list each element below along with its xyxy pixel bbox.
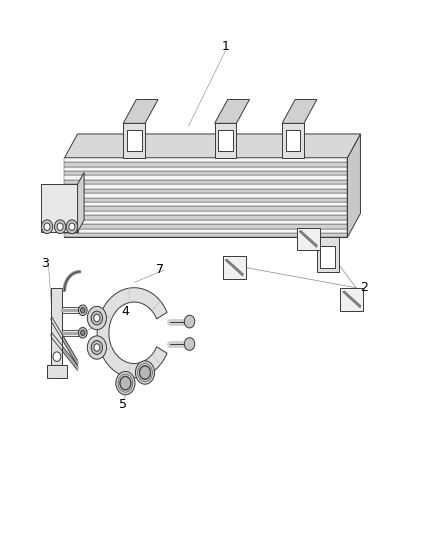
- Circle shape: [116, 372, 135, 395]
- Bar: [340, 288, 363, 311]
- Circle shape: [120, 376, 131, 390]
- Circle shape: [69, 223, 75, 230]
- Circle shape: [81, 330, 85, 335]
- Polygon shape: [64, 229, 347, 233]
- Circle shape: [139, 366, 151, 379]
- Polygon shape: [64, 189, 347, 193]
- Text: 7: 7: [156, 263, 164, 276]
- Circle shape: [91, 341, 102, 354]
- Circle shape: [184, 337, 195, 350]
- Polygon shape: [64, 134, 360, 158]
- Polygon shape: [64, 224, 347, 229]
- Polygon shape: [64, 158, 347, 237]
- Text: 4: 4: [121, 305, 129, 318]
- Polygon shape: [347, 134, 360, 237]
- Polygon shape: [64, 233, 347, 237]
- Polygon shape: [64, 206, 347, 211]
- Polygon shape: [64, 198, 347, 202]
- Polygon shape: [41, 184, 78, 232]
- Text: 1: 1: [222, 40, 230, 53]
- Circle shape: [94, 344, 100, 351]
- Polygon shape: [64, 202, 347, 206]
- Polygon shape: [64, 220, 347, 224]
- Circle shape: [78, 305, 87, 316]
- Text: 5: 5: [119, 398, 127, 411]
- Text: 2: 2: [360, 281, 368, 294]
- Polygon shape: [64, 167, 347, 171]
- Circle shape: [53, 352, 61, 361]
- Polygon shape: [215, 100, 250, 123]
- Circle shape: [42, 220, 53, 233]
- Polygon shape: [123, 100, 158, 123]
- Polygon shape: [282, 123, 304, 158]
- Circle shape: [57, 223, 63, 230]
- Polygon shape: [78, 172, 84, 232]
- Polygon shape: [225, 259, 244, 276]
- Text: 3: 3: [41, 257, 49, 270]
- Circle shape: [184, 315, 195, 328]
- Polygon shape: [51, 288, 62, 378]
- Polygon shape: [64, 211, 347, 215]
- Polygon shape: [64, 162, 347, 167]
- Circle shape: [87, 336, 106, 359]
- Bar: [321, 246, 335, 268]
- Polygon shape: [123, 123, 145, 158]
- Polygon shape: [299, 230, 318, 247]
- Bar: [297, 228, 320, 250]
- Circle shape: [54, 220, 66, 233]
- Polygon shape: [64, 184, 347, 189]
- Polygon shape: [282, 100, 317, 123]
- Polygon shape: [64, 171, 347, 175]
- Circle shape: [66, 220, 78, 233]
- Polygon shape: [317, 237, 339, 272]
- Polygon shape: [64, 158, 347, 162]
- Circle shape: [87, 306, 106, 330]
- Bar: [127, 130, 141, 151]
- Polygon shape: [64, 175, 347, 180]
- Polygon shape: [47, 365, 67, 378]
- Circle shape: [91, 311, 102, 325]
- Polygon shape: [64, 215, 347, 220]
- Circle shape: [44, 223, 50, 230]
- Bar: [218, 130, 233, 151]
- Bar: [286, 130, 300, 151]
- Polygon shape: [64, 193, 347, 198]
- Polygon shape: [97, 288, 167, 378]
- Circle shape: [94, 314, 100, 322]
- Polygon shape: [215, 123, 237, 158]
- Circle shape: [135, 361, 155, 384]
- Circle shape: [78, 327, 87, 338]
- Circle shape: [81, 308, 85, 313]
- Polygon shape: [343, 291, 361, 308]
- Bar: [223, 256, 246, 279]
- Polygon shape: [64, 180, 347, 184]
